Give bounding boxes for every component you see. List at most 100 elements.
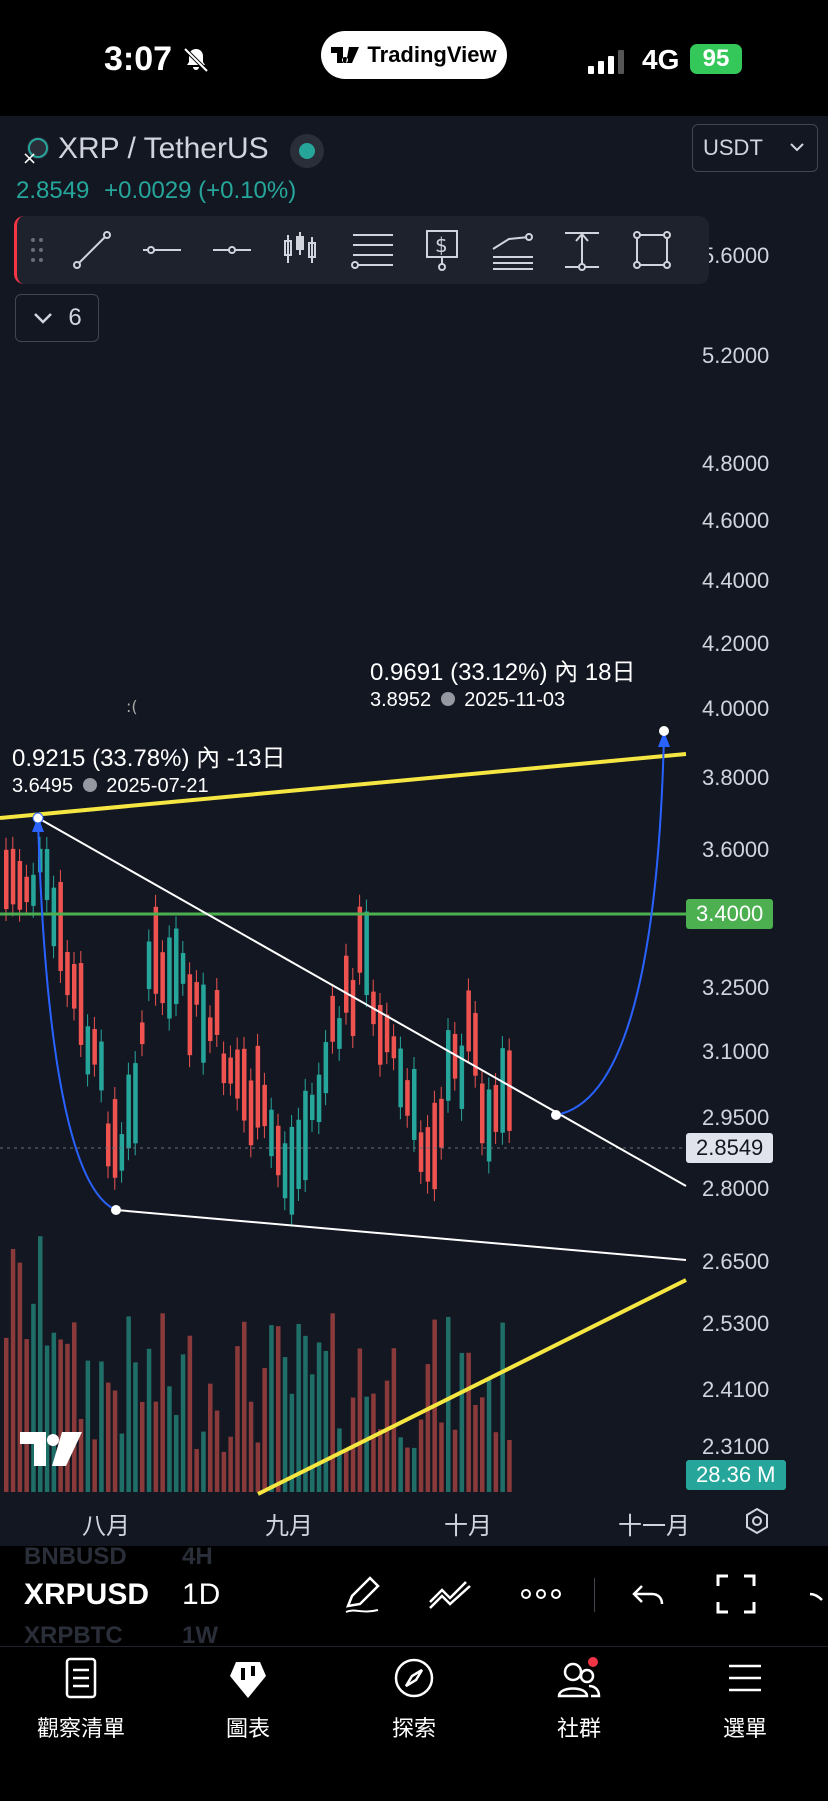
channel-tool-icon[interactable] bbox=[477, 216, 547, 284]
volume-bar bbox=[276, 1326, 281, 1492]
tab-menu[interactable]: 選單 bbox=[680, 1656, 810, 1743]
volume-bar bbox=[140, 1401, 145, 1492]
status-bar: 3:07 TradingView 4G 95 bbox=[0, 0, 828, 116]
volume-bar bbox=[194, 1449, 199, 1492]
toolbar-divider bbox=[594, 1578, 595, 1612]
volume-bar bbox=[17, 1262, 23, 1492]
candle-body bbox=[92, 1028, 97, 1065]
candle-body bbox=[446, 1030, 451, 1101]
volume-bar bbox=[398, 1437, 403, 1492]
rectangle-tool-icon[interactable] bbox=[617, 216, 687, 284]
candle-body bbox=[350, 980, 356, 1037]
candle-body bbox=[24, 876, 29, 903]
candle-body bbox=[296, 1119, 301, 1189]
candle-body bbox=[330, 995, 335, 1042]
price-axis-label: 4.2000 bbox=[702, 631, 770, 656]
level-price-tag: 3.4000 bbox=[686, 899, 774, 929]
app-pill[interactable]: TradingView bbox=[321, 31, 507, 79]
candlesticks bbox=[4, 836, 512, 1227]
bell-muted-icon bbox=[183, 47, 209, 73]
candle-body bbox=[44, 848, 50, 901]
volume-bar bbox=[235, 1346, 240, 1492]
long-position-tool-icon[interactable] bbox=[267, 216, 337, 284]
candle-body bbox=[255, 1045, 261, 1128]
volume-bar bbox=[99, 1361, 104, 1492]
chart-area[interactable] bbox=[0, 116, 828, 1546]
volume-bar bbox=[310, 1374, 315, 1492]
time-axis-label: 十月 bbox=[444, 1513, 492, 1540]
fib-retracement-tool-icon[interactable] bbox=[337, 216, 407, 284]
tab-community[interactable]: 社群 bbox=[514, 1656, 644, 1743]
volume-bar bbox=[323, 1350, 329, 1492]
bottom-tab-bar bbox=[0, 1646, 828, 1801]
sad-face-icon: :( bbox=[126, 697, 138, 716]
symbol-scroll-next[interactable]: XRPBTC bbox=[24, 1622, 123, 1649]
indicators-icon[interactable] bbox=[426, 1572, 476, 1616]
volume-bar bbox=[65, 1343, 70, 1492]
candle-body bbox=[262, 1084, 267, 1127]
horizontal-line-tool-icon[interactable] bbox=[197, 216, 267, 284]
measure-left-date: 2025-07-21 bbox=[106, 775, 209, 797]
chart-settings-gear-icon[interactable] bbox=[742, 1506, 772, 1536]
volume-bar bbox=[418, 1419, 424, 1492]
volume-bar bbox=[507, 1439, 512, 1492]
volume-bar bbox=[85, 1360, 91, 1492]
indicators-count: 6 bbox=[68, 304, 82, 331]
candle-body bbox=[78, 963, 84, 1045]
candle-body bbox=[282, 1143, 288, 1199]
community-icon bbox=[557, 1657, 601, 1698]
measure-right-sub: 3.8952 2025-11-03 bbox=[370, 689, 636, 712]
price-axis-label: 5.6000 bbox=[702, 243, 770, 268]
current-timeframe-selector[interactable]: 1D bbox=[182, 1578, 221, 1611]
price-range-tool-icon[interactable] bbox=[547, 216, 617, 284]
current-symbol-selector[interactable]: XRPUSD bbox=[24, 1578, 150, 1611]
volume-bar bbox=[126, 1316, 131, 1492]
tab-watchlist[interactable]: 觀察清單 bbox=[16, 1656, 146, 1743]
signal-icon bbox=[588, 50, 624, 74]
svg-text:$: $ bbox=[435, 233, 448, 257]
indicators-collapse-button[interactable]: 6 bbox=[15, 294, 99, 342]
redo-icon[interactable] bbox=[808, 1572, 828, 1616]
fullscreen-icon[interactable] bbox=[714, 1572, 758, 1616]
candle-body bbox=[486, 1089, 492, 1162]
volume-bar bbox=[174, 1414, 179, 1492]
candle-body bbox=[187, 974, 193, 1056]
symbol-title[interactable]: XRP / TetherUS bbox=[58, 132, 269, 165]
price-change: +0.0029 (+0.10%) bbox=[104, 177, 297, 204]
volume-bar bbox=[78, 1418, 84, 1492]
measure-left-sub: 3.6495 2025-07-21 bbox=[12, 775, 285, 798]
volume-tag: 28.36 M bbox=[686, 1460, 786, 1490]
candle-body bbox=[160, 952, 165, 1004]
tab-chart[interactable]: 圖表 bbox=[183, 1656, 313, 1743]
volume-bar bbox=[500, 1322, 505, 1492]
trend-line-tool-icon[interactable] bbox=[57, 216, 127, 284]
timeframe-scroll-prev[interactable]: 4H bbox=[182, 1543, 213, 1570]
drawing-pen-icon[interactable] bbox=[340, 1572, 384, 1616]
candle-body bbox=[140, 1022, 145, 1045]
symbol-scroll-prev[interactable]: BNBUSD bbox=[24, 1543, 127, 1570]
volume-bar bbox=[439, 1422, 444, 1492]
time-axis-label: 九月 bbox=[265, 1513, 313, 1540]
horizontal-ray-tool-icon[interactable] bbox=[127, 216, 197, 284]
candle-body bbox=[357, 906, 363, 973]
currency-select[interactable]: USDT bbox=[692, 124, 818, 172]
volume-bar bbox=[58, 1339, 63, 1492]
time-axis-label: 八月 bbox=[82, 1513, 130, 1540]
drawing-toolbar[interactable]: $ bbox=[14, 216, 709, 284]
volume-bar bbox=[44, 1345, 50, 1492]
volume-bar bbox=[296, 1323, 301, 1492]
volume-bar bbox=[493, 1432, 499, 1492]
timeframe-scroll-next[interactable]: 1W bbox=[182, 1622, 218, 1649]
more-options-icon[interactable] bbox=[518, 1572, 564, 1616]
anchor-point bbox=[111, 1205, 121, 1215]
chart-canvas[interactable]: :( bbox=[0, 116, 828, 1546]
drag-handle-icon[interactable] bbox=[17, 216, 57, 284]
candle-body bbox=[269, 1109, 274, 1157]
tab-explore[interactable]: 探索 bbox=[349, 1656, 479, 1743]
price-note-tool-icon[interactable]: $ bbox=[407, 216, 477, 284]
candle-body bbox=[303, 1090, 308, 1181]
market-status-icon[interactable] bbox=[290, 134, 324, 168]
undo-icon[interactable] bbox=[628, 1572, 668, 1616]
volume-bar bbox=[180, 1354, 186, 1492]
candle-body bbox=[384, 1014, 390, 1053]
